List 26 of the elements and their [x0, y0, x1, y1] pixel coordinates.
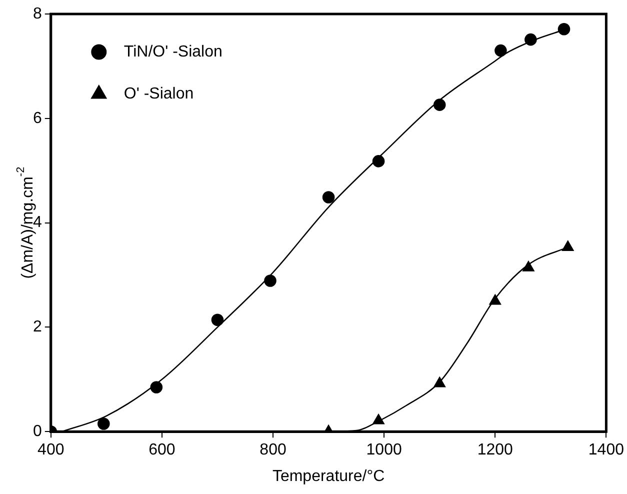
- y-tick-label: 0: [32, 423, 42, 440]
- point: [522, 261, 534, 272]
- point: [558, 22, 570, 36]
- x-axis-title: Temperature/°C: [272, 468, 385, 485]
- x-tick-label: 600: [148, 442, 176, 459]
- point: [264, 274, 276, 287]
- x-tick-label: 800: [260, 442, 286, 459]
- point: [524, 33, 537, 46]
- legend-label: TiN/O' -Sialon: [124, 43, 222, 60]
- point: [489, 294, 501, 305]
- point: [372, 155, 385, 168]
- point: [211, 314, 224, 326]
- x-tick-label: 400: [38, 442, 64, 459]
- legend-label: O' -Sialon: [124, 85, 194, 102]
- y-tick-label: 8: [32, 5, 42, 22]
- point: [322, 191, 335, 204]
- x-tick-label: 1400: [588, 442, 624, 459]
- point: [372, 414, 384, 424]
- x-tick-label: 1000: [366, 442, 402, 459]
- y-tick-label: 6: [32, 110, 42, 127]
- point: [434, 376, 446, 388]
- x-tick-label: 1200: [477, 442, 514, 459]
- point: [494, 44, 507, 57]
- point: [562, 240, 574, 251]
- y-tick-label: 2: [32, 318, 42, 336]
- point: [433, 98, 446, 111]
